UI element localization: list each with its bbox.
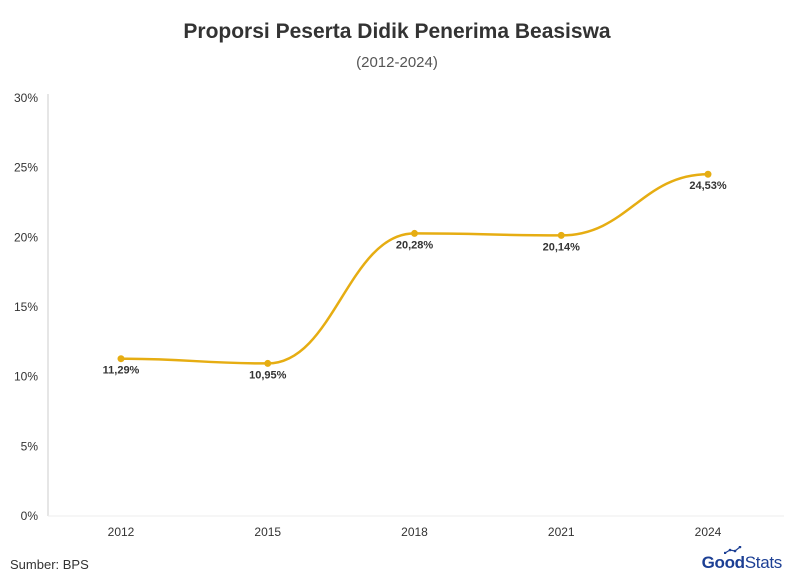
data-point [704, 170, 712, 178]
data-point [264, 359, 272, 367]
logo-text-good: Good [701, 553, 745, 572]
x-tick-label: 2015 [254, 525, 281, 539]
x-tick-label: 2012 [108, 525, 135, 539]
data-point [557, 231, 565, 239]
y-tick-label: 10% [14, 370, 38, 384]
data-label: 10,95% [249, 369, 287, 381]
chart-title: Proporsi Peserta Didik Penerima Beasiswa [183, 20, 611, 43]
y-tick-label: 25% [14, 161, 38, 175]
y-tick-label: 5% [21, 439, 39, 453]
x-tick-label: 2021 [548, 525, 575, 539]
y-tick-label: 30% [14, 91, 38, 105]
data-label: 11,29% [103, 365, 140, 377]
x-tick-label: 2024 [695, 525, 722, 539]
data-label: 20,14% [543, 241, 581, 253]
series-line [120, 172, 709, 365]
goodstats-logo: GoodStats [701, 546, 783, 573]
logo-text-stats: Stats [744, 553, 783, 572]
y-tick-label: 0% [21, 509, 39, 523]
y-tick-label: 15% [14, 300, 38, 314]
x-tick-label: 2018 [401, 525, 428, 539]
data-label: 20,28% [396, 239, 434, 251]
data-label: 24,53% [689, 180, 727, 192]
source-note: Sumber: BPS [10, 557, 89, 572]
logo-dots-icon [723, 546, 741, 554]
y-tick-label: 20% [14, 230, 38, 244]
data-point [411, 229, 418, 237]
data-point [117, 355, 125, 363]
chart-subtitle: (2012-2024) [356, 54, 438, 71]
